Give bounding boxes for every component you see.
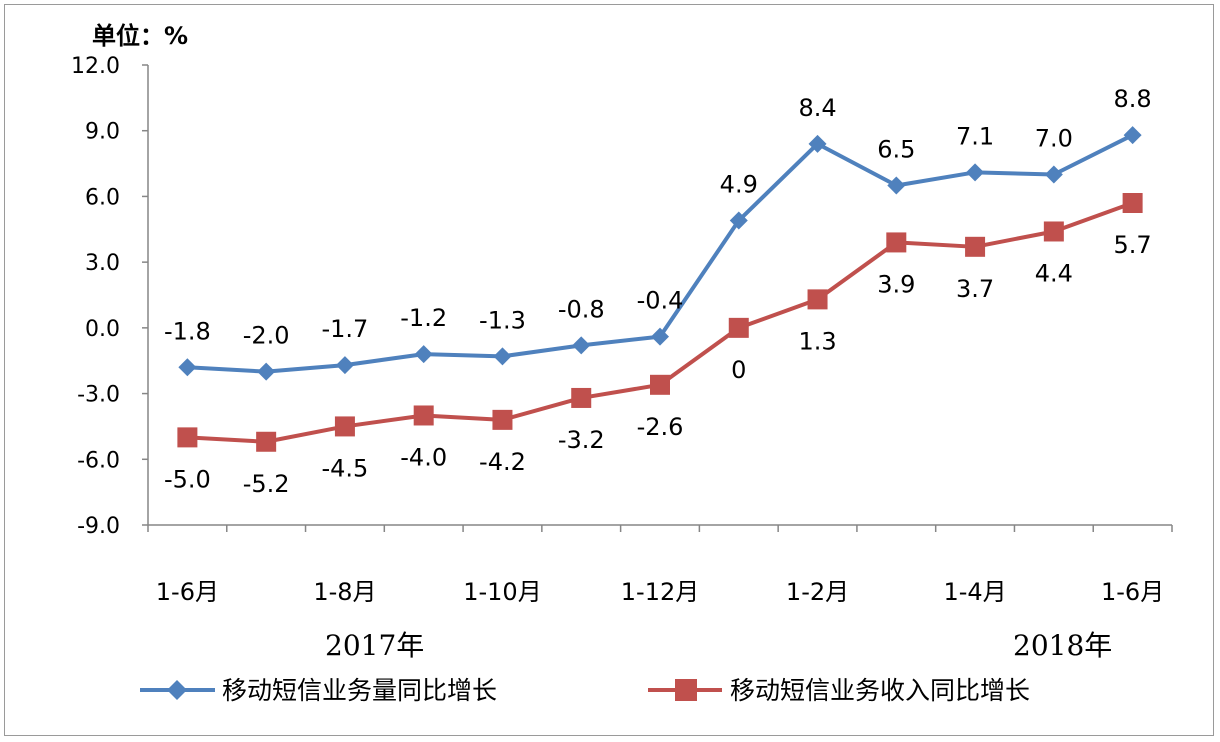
data-point (966, 163, 985, 182)
data-label: -1.7 (322, 315, 369, 343)
data-point (1043, 221, 1064, 242)
data-label: -5.0 (164, 465, 211, 493)
data-label: -2.6 (637, 413, 684, 441)
y-tick-labels: 12.0 9.0 6.0 3.0 0.0 -3.0 -6.0 -9.0 (71, 54, 120, 539)
series-layer (177, 126, 1143, 452)
y-tick-label: -6.0 (77, 448, 120, 473)
legend-marker-revenue (675, 679, 697, 701)
data-label: -4.5 (322, 454, 369, 482)
data-point (808, 134, 827, 153)
data-point (257, 362, 276, 381)
legend-label-revenue: 移动短信业务收入同比增长 (730, 676, 1030, 705)
category-label: 1-12月 (621, 578, 699, 606)
data-point (807, 289, 828, 310)
data-label: 0 (731, 356, 746, 384)
data-point (728, 317, 749, 338)
data-point (256, 431, 277, 452)
year-label-2018: 2018年 (1013, 629, 1112, 662)
data-point (650, 374, 670, 395)
y-tick-label: 6.0 (85, 185, 120, 210)
data-label: 3.7 (956, 275, 994, 303)
data-point (571, 387, 592, 408)
data-point (1044, 165, 1063, 184)
data-point (493, 347, 512, 366)
data-point (492, 409, 513, 430)
data-label: -0.4 (637, 287, 684, 315)
data-point (177, 427, 198, 448)
data-point (414, 345, 433, 364)
data-label: 4.9 (720, 171, 758, 199)
data-point (965, 236, 986, 257)
y-tick-label: -9.0 (77, 514, 120, 539)
y-tick-label: 3.0 (85, 251, 120, 276)
data-point (651, 327, 669, 346)
data-label: -3.2 (558, 426, 605, 454)
data-label: 5.7 (1114, 231, 1152, 259)
y-tick-label: 9.0 (85, 120, 120, 145)
data-label: -4.2 (479, 448, 526, 476)
data-point (572, 336, 591, 355)
data-label: 8.4 (798, 94, 836, 122)
data-point (1122, 193, 1143, 213)
category-label: 1-8月 (313, 578, 376, 606)
category-labels: 1-6月 1-8月 1-10月 1-12月 1-2月 1-4月 1-6月 (156, 578, 1164, 606)
data-label: 7.1 (956, 122, 994, 150)
y-tick-label: -3.0 (77, 383, 120, 408)
data-label: -1.3 (479, 306, 526, 334)
legend: 移动短信业务量同比增长 移动短信业务收入同比增长 (140, 676, 1030, 705)
category-label: 1-6月 (1101, 578, 1164, 606)
legend-label-volume: 移动短信业务量同比增长 (222, 676, 497, 705)
data-label: -1.2 (400, 304, 447, 332)
axes (142, 64, 1173, 532)
data-label: 3.9 (877, 270, 915, 298)
data-label: 1.3 (798, 327, 836, 355)
unit-label: 单位：% (92, 22, 188, 50)
category-label: 1-10月 (463, 578, 541, 606)
category-label: 1-6月 (156, 578, 219, 606)
legend-marker-volume (167, 680, 187, 700)
y-tick-label: 12.0 (71, 54, 120, 79)
category-label: 1-4月 (943, 578, 1006, 606)
data-label: -5.2 (243, 470, 290, 498)
data-label-layer: -1.8 -2.0 -1.7 -1.2 -1.3 -0.8 -0.4 4.9 8.4 6.5 7.1… (164, 85, 1152, 498)
data-point (729, 211, 748, 230)
data-label: -2.0 (243, 322, 290, 350)
data-label: -1.8 (164, 317, 211, 345)
data-label: -0.8 (558, 295, 605, 323)
category-label: 1-2月 (786, 578, 849, 606)
data-point (1123, 126, 1142, 145)
data-label: 8.8 (1114, 85, 1152, 113)
data-point (413, 405, 434, 426)
data-point (334, 416, 355, 437)
data-point (887, 176, 906, 195)
year-label-2017: 2017年 (325, 629, 424, 662)
data-label: 4.4 (1035, 259, 1073, 287)
data-point (178, 358, 197, 377)
data-point (335, 356, 354, 375)
y-tick-label: 0.0 (85, 317, 120, 342)
data-label: -4.0 (400, 443, 447, 471)
data-label: 6.5 (877, 135, 915, 163)
data-label: 7.0 (1035, 125, 1073, 153)
data-point (886, 232, 907, 253)
